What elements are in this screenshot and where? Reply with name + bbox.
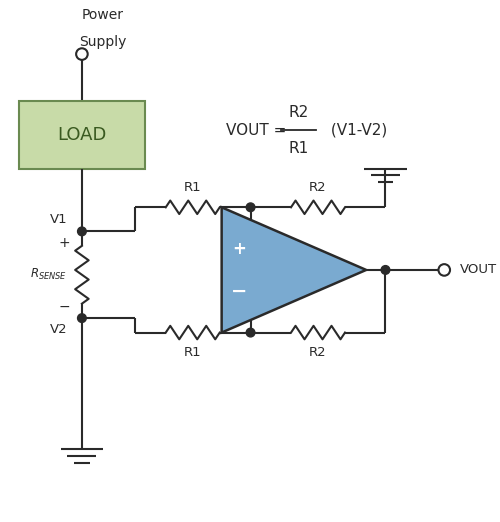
FancyBboxPatch shape [20,101,144,169]
Text: −: − [58,300,70,314]
Text: +: + [232,240,246,258]
Text: R2: R2 [309,346,327,359]
Circle shape [246,328,255,337]
Text: Power: Power [82,8,124,22]
Polygon shape [222,207,366,333]
Text: R1: R1 [184,346,202,359]
Text: R1: R1 [184,181,202,194]
Text: $R_{SENSE}$: $R_{SENSE}$ [30,267,68,282]
Circle shape [381,266,390,274]
Text: R1: R1 [288,141,309,156]
Text: Supply: Supply [80,35,127,49]
Circle shape [78,227,86,236]
Circle shape [78,314,86,323]
Text: V2: V2 [50,323,68,336]
Text: (V1-V2): (V1-V2) [326,123,387,138]
Text: VOUT: VOUT [460,264,497,277]
Text: −: − [231,282,247,301]
Text: VOUT =: VOUT = [226,123,292,138]
Text: V1: V1 [50,213,68,227]
Text: R2: R2 [288,104,309,120]
Text: R2: R2 [309,181,327,194]
Text: +: + [58,236,70,250]
Circle shape [246,203,255,211]
Text: LOAD: LOAD [57,126,106,144]
